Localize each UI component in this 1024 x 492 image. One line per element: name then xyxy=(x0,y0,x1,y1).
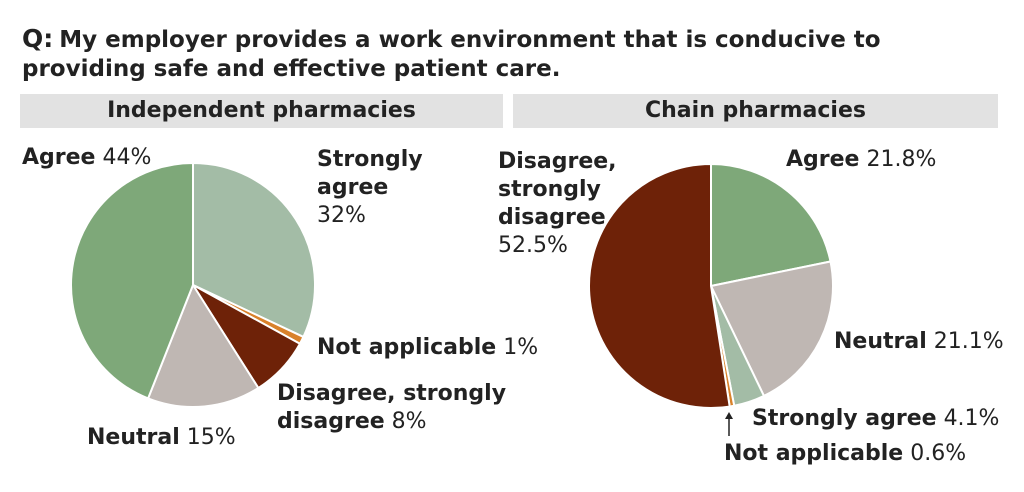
pie-slice-independent-agree xyxy=(70,162,194,400)
question-text: My employer provides a work environment … xyxy=(22,27,881,82)
pie-slice-independent-strongly-agree xyxy=(192,162,317,338)
pie-slice-chain-agree xyxy=(710,163,832,287)
label-left-agree: Agree 44% xyxy=(22,145,152,170)
panel-header-chain: Chain pharmacies xyxy=(513,94,998,128)
question-title: Q: My employer provides a work environmen… xyxy=(22,24,1012,84)
label-left-strongly-agree: Strongly agree 32% xyxy=(317,147,423,228)
label-right-not-applicable: Not applicable 0.6% xyxy=(724,441,967,466)
label-left-disagree: Disagree, strongly disagree 8% xyxy=(277,381,507,434)
label-left-neutral: Neutral 15% xyxy=(87,425,236,450)
pie-slice-chain-neutral xyxy=(710,260,834,397)
label-right-disagree: Disagree, strongly disagree 52.5% xyxy=(498,149,617,258)
label-right-agree: Agree 21.8% xyxy=(786,147,937,172)
question-prefix: Q: xyxy=(22,24,54,53)
pointer-arrow-icon xyxy=(725,412,733,419)
pie-slice-independent-neutral xyxy=(147,284,260,408)
label-right-strongly-agree: Strongly agree 4.1% xyxy=(752,406,1000,431)
label-left-not-applicable: Not applicable 1% xyxy=(317,335,539,360)
label-right-neutral: Neutral 21.1% xyxy=(834,329,1004,354)
panel-header-independent: Independent pharmacies xyxy=(20,94,503,128)
pie-slice-chain-disagree-strongly-disagree xyxy=(588,163,731,409)
